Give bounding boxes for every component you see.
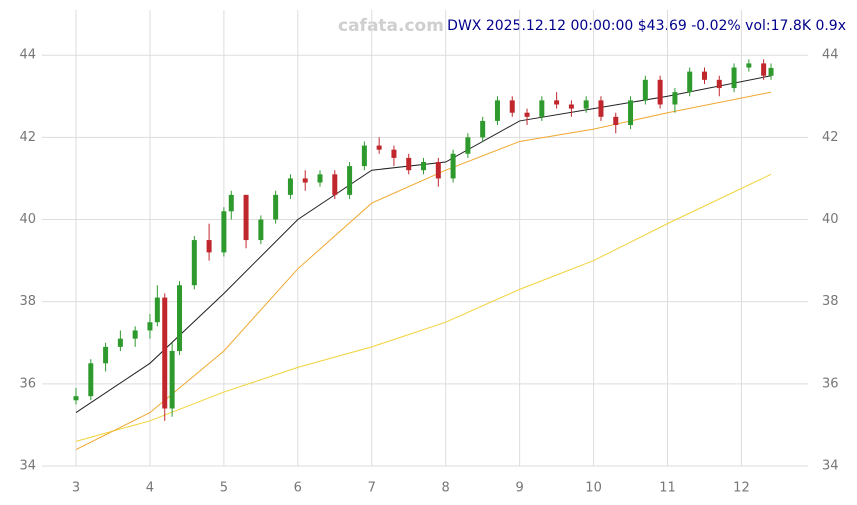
candle-body [361, 145, 367, 167]
y-tick-label-right: 34 [822, 459, 839, 474]
candle-body [421, 162, 427, 171]
candle-body [539, 100, 545, 117]
candle-body [117, 338, 123, 347]
x-tick-label: 9 [516, 481, 524, 496]
y-tick-label-right: 42 [822, 130, 839, 145]
candle-body [169, 350, 175, 409]
candle-body [147, 322, 153, 331]
candle-body [716, 79, 722, 89]
candle-body [435, 162, 441, 179]
candle-body [613, 116, 619, 126]
candle-body [73, 396, 79, 401]
x-tick-label: 12 [733, 481, 750, 496]
candle-body [746, 63, 752, 68]
y-tick-label-right: 38 [822, 294, 839, 309]
candle-body [642, 79, 648, 101]
candle-body [494, 100, 500, 121]
y-tick-label: 40 [19, 212, 36, 227]
candle-body [568, 104, 574, 109]
y-tick-label: 36 [19, 376, 36, 391]
candle-body [258, 219, 264, 241]
x-tick-label: 11 [659, 481, 676, 496]
candle-body [228, 194, 234, 212]
y-tick-label-right: 40 [822, 212, 839, 227]
y-tick-label: 44 [19, 48, 36, 63]
y-tick-label: 38 [19, 294, 36, 309]
candle-body [583, 100, 589, 109]
candle-body [672, 92, 678, 105]
candle-body [509, 100, 515, 113]
candle-body [154, 297, 160, 323]
candle-body [450, 153, 456, 179]
candle-body [376, 145, 382, 150]
candle-body [347, 166, 353, 195]
x-tick-label: 3 [72, 481, 80, 496]
candle-body [177, 285, 183, 351]
candle-body [480, 120, 486, 138]
x-tick-label: 5 [220, 481, 228, 496]
candle-body [273, 194, 279, 220]
chart-title: DWX 2025.12.12 00:00:00 $43.69 -0.02% vo… [447, 18, 846, 34]
candle-body [243, 194, 249, 241]
candle-body [287, 178, 293, 195]
candle-body [302, 178, 308, 183]
watermark: cafata.com [338, 16, 444, 36]
candle-body [701, 71, 707, 80]
y-tick-label-right: 44 [822, 48, 839, 63]
candle-body [391, 149, 397, 158]
candle-body [162, 297, 168, 409]
candle-body [332, 174, 338, 195]
x-tick-label: 7 [368, 481, 376, 496]
candle-body [628, 100, 634, 126]
x-tick-label: 8 [442, 481, 450, 496]
x-tick-label: 6 [294, 481, 302, 496]
moving-average [75, 173, 772, 442]
candle-body [317, 174, 323, 183]
moving-average [75, 75, 772, 414]
y-tick-label-right: 36 [822, 376, 839, 391]
candle-body [657, 79, 663, 105]
candle-body [191, 240, 197, 286]
y-tick-label: 42 [19, 130, 36, 145]
candle-body [768, 67, 774, 76]
candle-body [88, 363, 94, 397]
candle-body [598, 100, 604, 117]
candle-body [103, 346, 109, 364]
moving-average [75, 91, 772, 451]
candle-body [465, 137, 471, 154]
candle-body [761, 63, 767, 76]
y-tick-label: 34 [19, 459, 36, 474]
x-tick-label: 4 [146, 481, 154, 496]
candle-body [554, 100, 560, 105]
candle-body [687, 71, 693, 93]
candle-body [132, 330, 138, 339]
candle-body [206, 240, 212, 253]
candle-body [406, 157, 412, 171]
candle-body [221, 211, 227, 253]
x-tick-label: 10 [585, 481, 602, 496]
candle-body [731, 67, 737, 89]
candle-body [524, 112, 530, 117]
